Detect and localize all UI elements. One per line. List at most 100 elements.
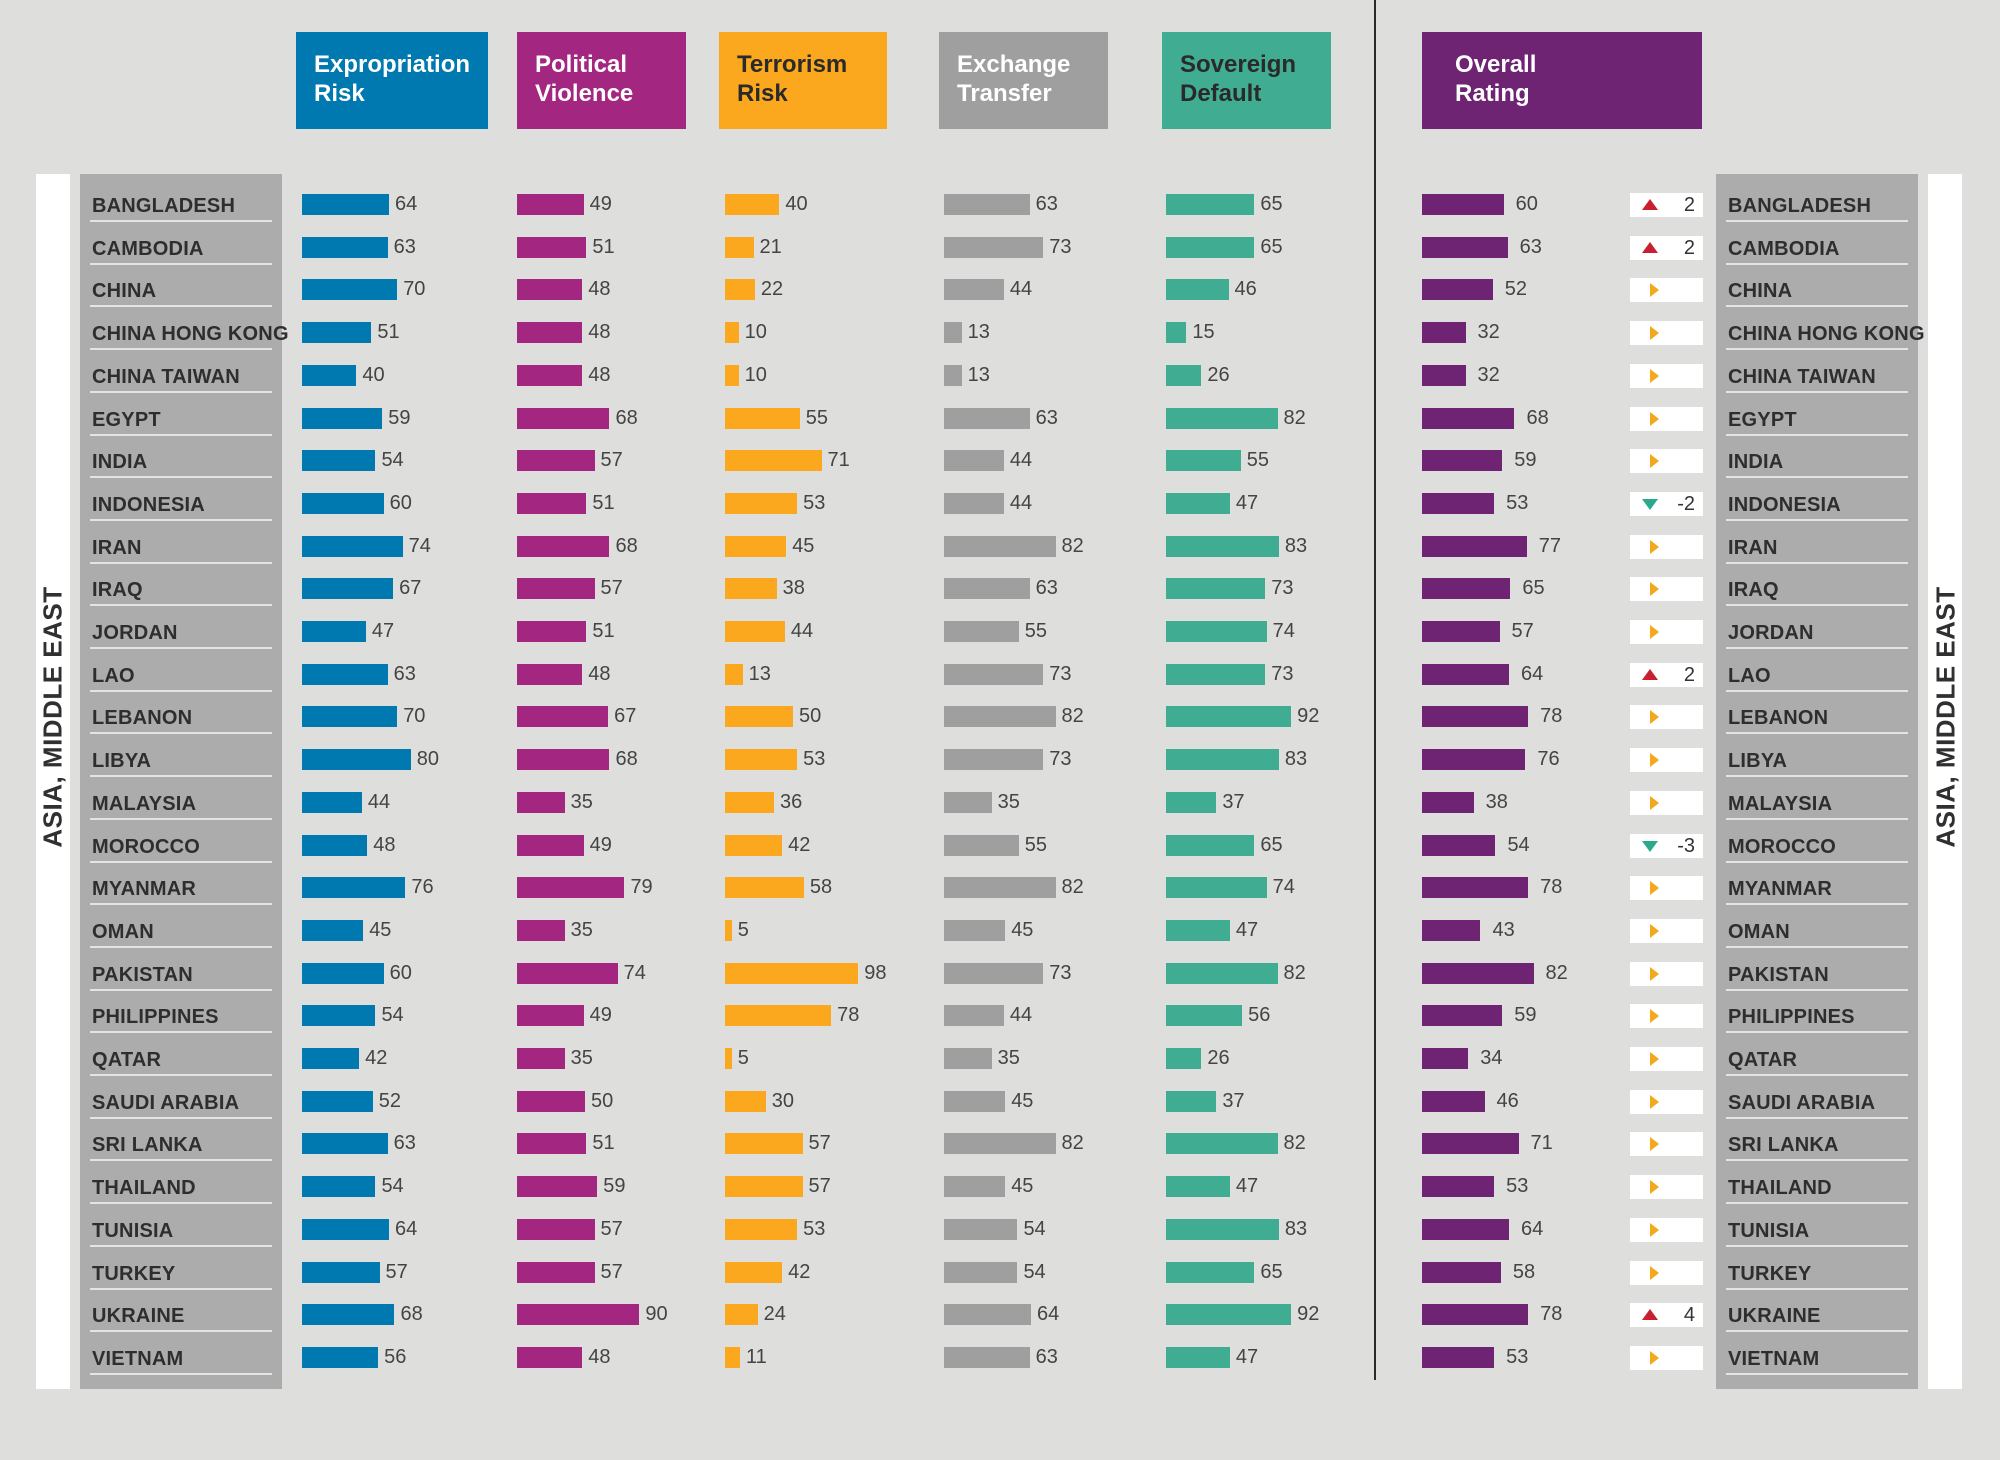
value-label-exchange: 54 bbox=[1023, 1217, 1046, 1240]
row-divider-left bbox=[90, 1202, 272, 1205]
arrow-down-icon bbox=[1642, 498, 1658, 510]
value-label-political: 49 bbox=[589, 1004, 612, 1027]
value-label-political: 48 bbox=[588, 278, 611, 301]
country-panel-left bbox=[80, 174, 282, 1389]
value-label-exchange: 63 bbox=[1035, 1345, 1058, 1368]
bar-exchange bbox=[944, 791, 992, 813]
rating-change-value: 2 bbox=[1683, 663, 1695, 686]
bar-expropriation bbox=[302, 194, 390, 215]
row-divider-right bbox=[1726, 1372, 1908, 1375]
bar-terrorism bbox=[725, 919, 732, 941]
country-name-right: OMAN bbox=[1728, 920, 1790, 943]
country-name-left: IRAN bbox=[92, 536, 142, 559]
value-label-terrorism: 40 bbox=[785, 193, 808, 215]
country-name-left: JORDAN bbox=[92, 622, 178, 644]
country-name-right: BANGLADESH bbox=[1728, 195, 1872, 217]
value-label-exchange: 45 bbox=[1011, 1175, 1034, 1198]
value-label-sovereign: 83 bbox=[1284, 534, 1308, 557]
bar-terrorism bbox=[725, 450, 822, 472]
country-name-left: CHINA bbox=[92, 280, 157, 303]
rating-change bbox=[1630, 577, 1703, 602]
value-label-expropriation: 42 bbox=[365, 1047, 388, 1069]
value-label-expropriation: 60 bbox=[389, 961, 412, 984]
value-label-overall: 34 bbox=[1480, 1047, 1503, 1069]
bar-overall bbox=[1422, 621, 1500, 642]
arrow-up-icon bbox=[1642, 241, 1658, 253]
arrow-right-icon bbox=[1650, 582, 1659, 597]
row-divider-left bbox=[90, 305, 272, 308]
arrow-right-icon bbox=[1650, 710, 1659, 725]
value-label-sovereign: 65 bbox=[1260, 1260, 1283, 1283]
bar-terrorism bbox=[725, 791, 774, 813]
row-divider-right bbox=[1726, 647, 1908, 649]
value-label-overall: 78 bbox=[1540, 1303, 1563, 1326]
bar-overall bbox=[1422, 364, 1466, 386]
bar-exchange bbox=[944, 492, 1004, 514]
value-label-sovereign: 47 bbox=[1235, 491, 1259, 514]
bar-expropriation bbox=[302, 919, 364, 941]
value-label-exchange: 73 bbox=[1049, 961, 1072, 984]
bar-expropriation bbox=[302, 578, 394, 600]
country-name-right: LIBYA bbox=[1728, 750, 1788, 773]
country-panel-right bbox=[1716, 174, 1918, 1389]
value-label-sovereign: 65 bbox=[1260, 833, 1283, 856]
value-label-terrorism: 11 bbox=[745, 1345, 767, 1368]
value-label-expropriation: 67 bbox=[399, 577, 422, 600]
rating-change bbox=[1630, 534, 1703, 559]
bar-terrorism bbox=[725, 1048, 732, 1069]
value-label-overall: 60 bbox=[1515, 193, 1538, 215]
row-divider-left bbox=[90, 561, 272, 564]
value-label-sovereign: 83 bbox=[1284, 1217, 1308, 1240]
bar-political bbox=[517, 749, 610, 771]
value-label-expropriation: 44 bbox=[367, 790, 391, 813]
value-label-overall: 76 bbox=[1537, 748, 1560, 771]
bar-expropriation bbox=[302, 834, 368, 856]
header-expropriation: Expropriation Risk bbox=[296, 32, 488, 129]
rating-change-value: -2 bbox=[1677, 492, 1695, 515]
value-label-overall: 38 bbox=[1485, 790, 1508, 813]
value-label-terrorism: 44 bbox=[790, 620, 814, 642]
row-divider-right bbox=[1726, 817, 1908, 820]
bar-overall bbox=[1422, 1346, 1495, 1368]
country-name-left: LIBYA bbox=[92, 750, 152, 773]
value-label-exchange: 13 bbox=[967, 321, 990, 344]
country-name-right: IRAQ bbox=[1728, 579, 1779, 602]
row-divider-right bbox=[1726, 1074, 1908, 1076]
value-label-terrorism: 10 bbox=[744, 363, 767, 386]
value-label-overall: 64 bbox=[1521, 1217, 1544, 1240]
bar-terrorism bbox=[725, 492, 798, 514]
value-label-expropriation: 57 bbox=[385, 1260, 408, 1283]
value-label-political: 49 bbox=[589, 193, 612, 215]
country-name-left: SAUDI ARABIA bbox=[92, 1091, 240, 1114]
value-label-sovereign: 74 bbox=[1272, 620, 1295, 642]
value-label-overall: 78 bbox=[1540, 705, 1563, 728]
bar-exchange bbox=[944, 236, 1044, 258]
value-label-terrorism: 42 bbox=[788, 833, 811, 856]
row-divider-left bbox=[90, 476, 272, 479]
country-name-right: THAILAND bbox=[1728, 1177, 1832, 1200]
value-label-exchange: 44 bbox=[1009, 278, 1033, 301]
row-divider-left bbox=[90, 1031, 272, 1034]
bar-overall bbox=[1422, 962, 1534, 984]
bar-overall bbox=[1422, 535, 1527, 557]
country-name-left: QATAR bbox=[92, 1049, 162, 1071]
value-label-sovereign: 26 bbox=[1207, 1047, 1230, 1069]
value-label-exchange: 55 bbox=[1024, 833, 1048, 856]
arrow-down-icon bbox=[1642, 840, 1658, 852]
bar-sovereign bbox=[1166, 364, 1202, 386]
rating-change bbox=[1630, 748, 1703, 773]
bar-terrorism bbox=[725, 962, 859, 984]
country-name-right: CAMBODIA bbox=[1728, 237, 1840, 260]
region-band-left bbox=[36, 174, 70, 1389]
country-name-right: INDIA bbox=[1728, 451, 1784, 474]
bar-expropriation bbox=[302, 749, 411, 771]
rating-change bbox=[1630, 1047, 1703, 1071]
bar-terrorism bbox=[725, 364, 739, 386]
bar-expropriation bbox=[302, 535, 403, 557]
bar-overall bbox=[1422, 1048, 1469, 1069]
row-divider-left bbox=[90, 1287, 272, 1290]
bar-political bbox=[517, 279, 583, 301]
value-label-expropriation: 59 bbox=[388, 406, 411, 429]
bar-expropriation bbox=[302, 450, 376, 472]
country-name-right: JORDAN bbox=[1728, 622, 1814, 644]
